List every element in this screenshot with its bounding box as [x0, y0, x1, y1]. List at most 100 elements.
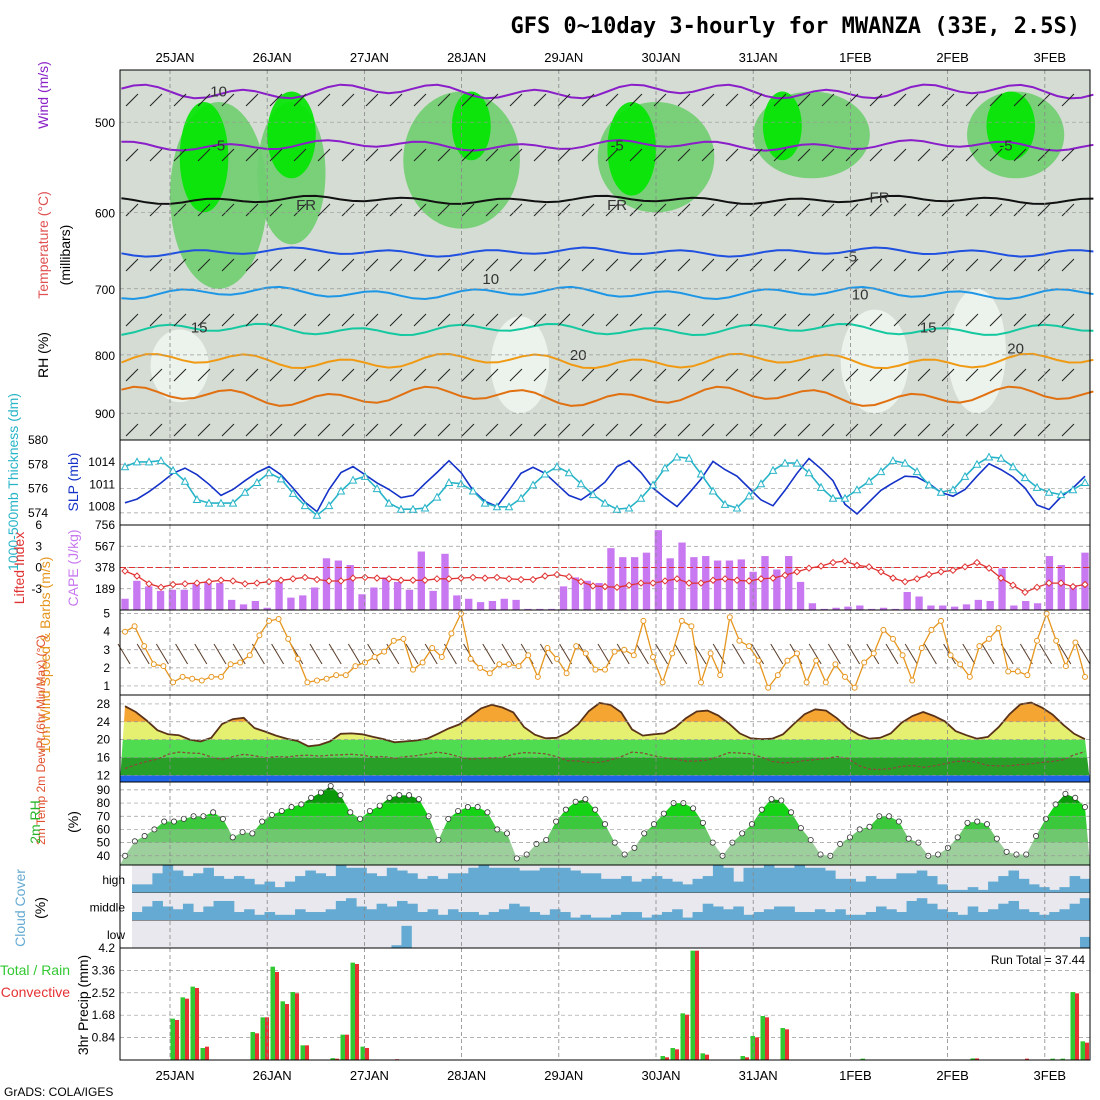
slp-axis-label: SLP (mb): [65, 453, 81, 512]
cloud-cell: [539, 914, 551, 921]
wind-barb: [424, 643, 438, 665]
rh-point: [641, 830, 648, 837]
precip-convective-bar: [255, 1033, 259, 1060]
wind-barb: [1013, 148, 1027, 162]
cloud-cell: [835, 909, 846, 921]
wind-barb: [173, 313, 187, 327]
wind-barb: [437, 313, 451, 327]
wind-barb: [509, 258, 523, 272]
wind-speed-point: [832, 661, 839, 668]
wind-barb: [155, 643, 169, 665]
wind-speed-point: [506, 661, 512, 668]
precip-convective-bar: [355, 964, 359, 1060]
wind-barb: [581, 368, 595, 382]
rh-point: [259, 818, 266, 825]
thickness-point: [588, 490, 598, 499]
wind-barb: [989, 368, 1003, 382]
wind-barb: [197, 203, 211, 217]
wind-speed-point: [496, 661, 503, 668]
cloud-cell: [274, 887, 286, 893]
cape-axis-label: CAPE (J/kg): [65, 529, 81, 606]
rh-point: [513, 855, 520, 862]
cloud-cell: [814, 909, 826, 921]
wind-barb: [677, 423, 691, 437]
wind-speed-point: [794, 650, 800, 657]
thickness-point: [696, 469, 706, 478]
cloud-cell: [254, 914, 265, 921]
wind-barb: [557, 93, 571, 107]
wind-speed-point: [957, 661, 964, 668]
wind-barb: [893, 203, 907, 217]
cape-bar: [950, 606, 959, 610]
cloud-cell: [621, 876, 632, 893]
cape-bar: [358, 594, 366, 610]
cloud-cell: [570, 870, 581, 893]
wind-barb: [269, 313, 283, 327]
wind-barb: [605, 423, 619, 437]
rh-point: [690, 805, 697, 812]
wind-barb: [413, 258, 427, 272]
thickness-point: [336, 486, 346, 495]
wind-speed-point: [630, 652, 637, 659]
cloud-cell: [132, 884, 143, 893]
wind-barb: [845, 313, 859, 327]
precip-convective-bar: [745, 1057, 749, 1060]
wind-speed-point: [774, 672, 781, 679]
wind-barb: [941, 368, 955, 382]
cape-bar: [1033, 603, 1042, 610]
tick-label: 3.36: [92, 963, 116, 977]
wind-barb: [485, 423, 499, 437]
wind-barb: [173, 368, 187, 382]
precip-convective-bar: [205, 1046, 209, 1060]
wind-speed-point: [544, 644, 551, 651]
lifted-index-point: [469, 573, 477, 582]
wind-speed-point: [390, 637, 397, 644]
cloud-cell: [600, 878, 612, 893]
wind-speed-point: [122, 628, 128, 635]
rh-point: [954, 834, 961, 841]
cloud-cell: [223, 900, 235, 921]
wind-barb: [125, 203, 139, 217]
cloud-cell: [519, 906, 530, 921]
wind-barb: [845, 423, 859, 437]
cape-bar: [476, 602, 485, 610]
cloud-cell: [1059, 887, 1071, 893]
wind10-axis-label: 10m Wind Speed & Barbs (m/s): [37, 557, 53, 754]
wind-speed-point: [938, 617, 944, 624]
wind-speed-point: [602, 666, 608, 673]
cloud-cell: [957, 889, 969, 893]
cloud-cell: [1028, 884, 1040, 893]
wind-speed-point: [918, 644, 925, 651]
wind-barb: [1013, 313, 1027, 327]
contour-label: -5: [999, 137, 1012, 154]
cloud-cell: [407, 903, 418, 921]
wind-barb: [821, 203, 835, 217]
precip-total-bar: [860, 1058, 865, 1060]
rh-point: [455, 807, 462, 814]
wind-barb: [725, 258, 739, 272]
wind-barb: [197, 368, 211, 382]
wind-barb: [533, 93, 547, 107]
thickness-point: [540, 469, 550, 478]
cloud-cell: [509, 867, 520, 893]
lifted-index-point: [205, 577, 213, 586]
cloud-cell: [794, 912, 806, 921]
wind-barb: [389, 148, 403, 162]
lifted-index-point: [445, 575, 453, 583]
wind-speed-point: [650, 654, 656, 661]
thickness-point: [612, 504, 622, 513]
cape-bar: [867, 608, 876, 610]
wind-barb: [629, 93, 643, 107]
cloud-level-label: middle: [90, 901, 126, 915]
precip-convective-bar: [265, 1017, 269, 1060]
cloud-cell: [325, 876, 337, 893]
bottom-date-label: 28JAN: [447, 1068, 486, 1083]
cloud-cell: [142, 884, 153, 893]
wind-barb: [175, 643, 189, 665]
contour-label: 15: [191, 320, 208, 337]
wind-barb: [869, 148, 883, 162]
wind-barb: [773, 93, 787, 107]
rh-point: [533, 840, 540, 847]
cloud-cell: [692, 912, 704, 921]
wind-barb: [749, 148, 763, 162]
